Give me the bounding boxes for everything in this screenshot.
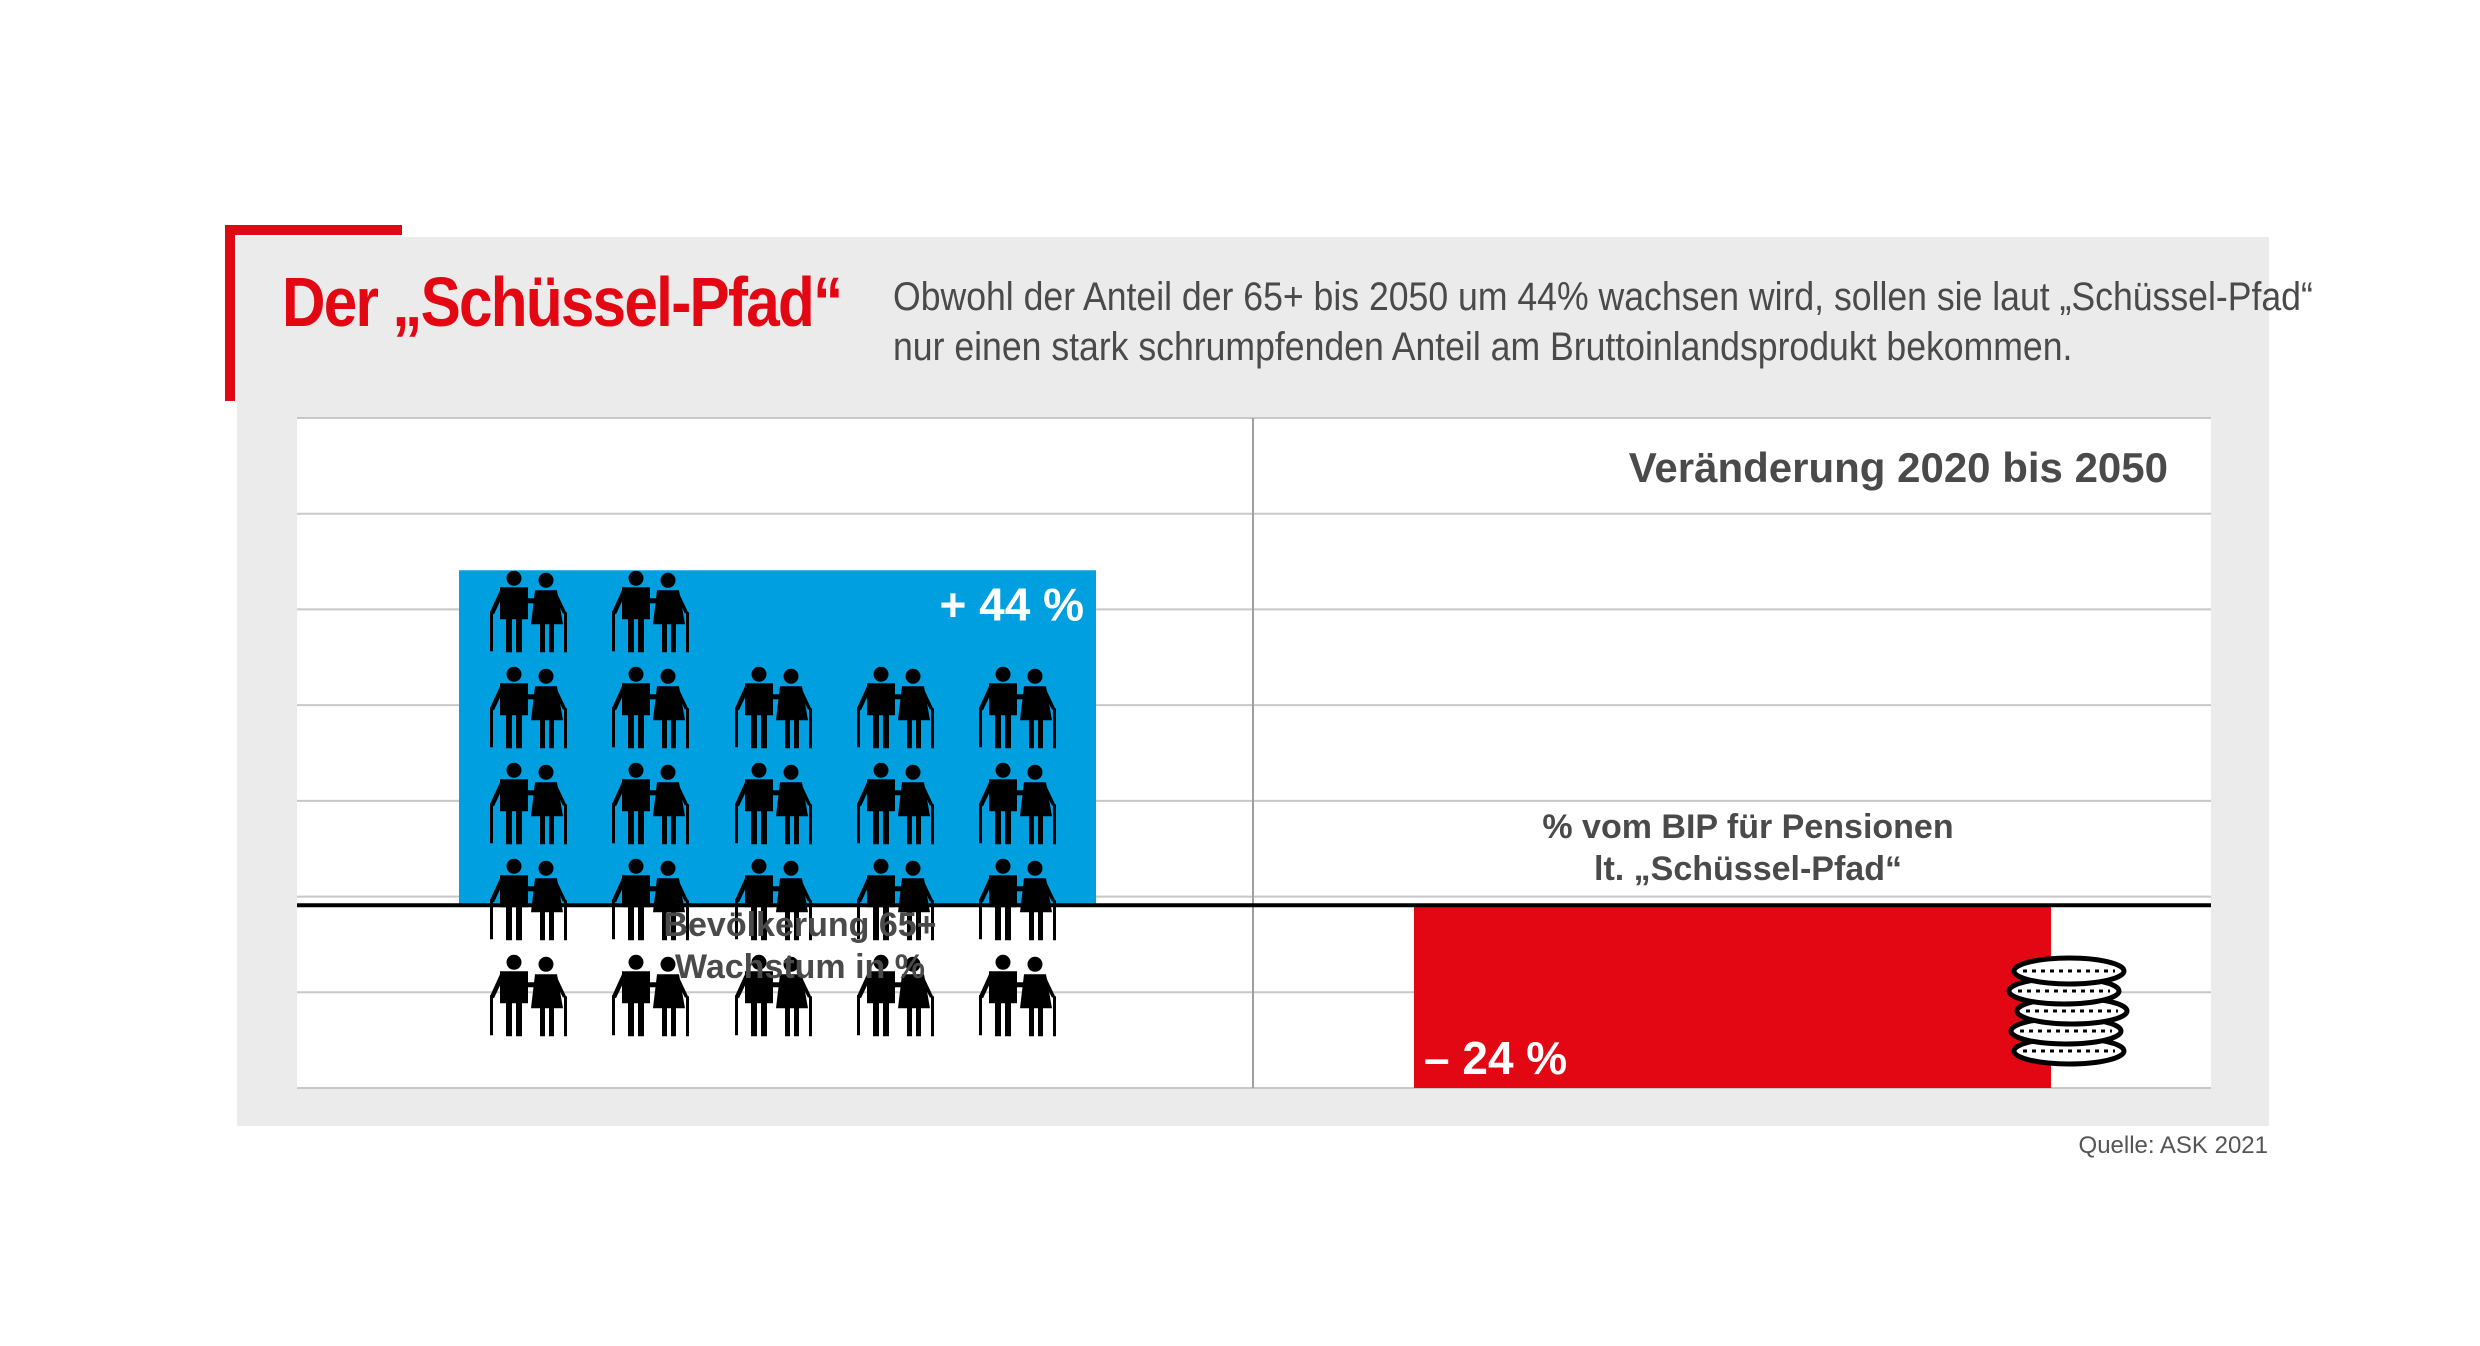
coin-stack-icon xyxy=(2009,958,2127,1064)
page-title: Der „Schüssel-Pfad“ xyxy=(282,263,843,341)
source-note: Quelle: ASK 2021 xyxy=(2078,1132,2268,1159)
accent-bar-horizontal xyxy=(225,225,402,235)
category-label: Wachstum in % xyxy=(675,948,925,986)
bar-pension xyxy=(1414,905,2051,1088)
value-label: – 24 % xyxy=(1424,1032,1567,1084)
category-label: % vom BIP für Pensionen xyxy=(1542,808,1953,846)
value-label: + 44 % xyxy=(940,578,1085,630)
category-label: lt. „Schüssel-Pfad“ xyxy=(1594,850,1902,888)
category-label: Bevölkerung 65+ xyxy=(663,906,936,944)
chart-title: Veränderung 2020 bis 2050 xyxy=(1629,444,2168,491)
page-subtitle: Obwohl der Anteil der 65+ bis 2050 um 44… xyxy=(893,275,2313,369)
accent-bar-vertical xyxy=(225,225,235,401)
